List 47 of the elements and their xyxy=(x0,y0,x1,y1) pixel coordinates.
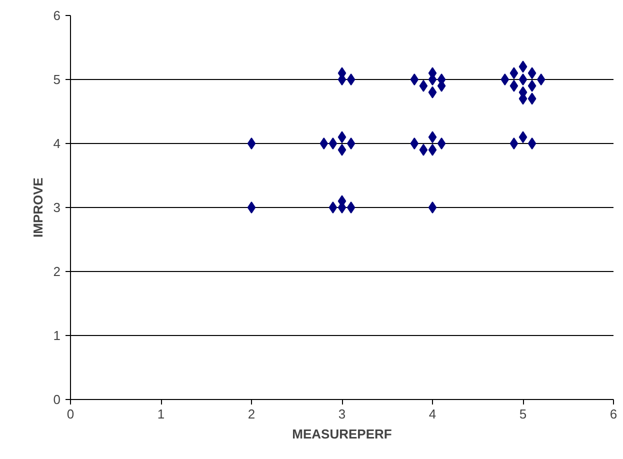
point xyxy=(528,80,536,92)
x-tick-label: 5 xyxy=(519,406,527,422)
y-tick-label: 3 xyxy=(53,200,61,215)
x-tick-label: 2 xyxy=(248,406,256,422)
y-tick-label: 0 xyxy=(53,392,61,407)
point xyxy=(320,138,328,150)
point xyxy=(328,138,338,150)
point xyxy=(346,138,356,150)
point xyxy=(338,144,346,156)
point xyxy=(518,60,528,73)
point xyxy=(528,138,536,150)
point xyxy=(346,74,356,86)
point xyxy=(428,86,437,98)
y-tick-label: 1 xyxy=(53,328,61,343)
point xyxy=(428,144,437,156)
x-tick-label: 4 xyxy=(428,406,436,422)
point xyxy=(247,202,256,214)
point xyxy=(510,138,518,150)
x-axis-title: MEASUREPERF xyxy=(292,426,392,442)
y-axis-title: IMPROVE xyxy=(30,177,46,238)
x-tick-label: 0 xyxy=(66,406,74,422)
point xyxy=(338,131,346,144)
point xyxy=(419,80,428,92)
point xyxy=(510,67,518,80)
point xyxy=(419,144,428,156)
point xyxy=(410,74,419,86)
point xyxy=(528,67,536,80)
y-tick-label: 5 xyxy=(53,72,61,87)
y-tick-label: 2 xyxy=(53,264,61,279)
point xyxy=(437,138,446,150)
point xyxy=(510,80,518,92)
point xyxy=(346,202,356,214)
point xyxy=(410,138,419,150)
point xyxy=(428,202,437,214)
x-tick-label: 6 xyxy=(610,406,618,422)
y-tick-label: 6 xyxy=(53,8,61,23)
point xyxy=(518,74,528,86)
point xyxy=(428,131,437,144)
x-tick-label: 3 xyxy=(338,406,346,422)
y-tick-label: 4 xyxy=(53,136,61,151)
point xyxy=(528,92,536,105)
x-tick-label: 1 xyxy=(157,406,165,422)
point xyxy=(536,74,546,86)
point xyxy=(500,74,510,86)
point xyxy=(518,131,528,144)
point xyxy=(247,138,256,150)
point xyxy=(328,202,338,214)
